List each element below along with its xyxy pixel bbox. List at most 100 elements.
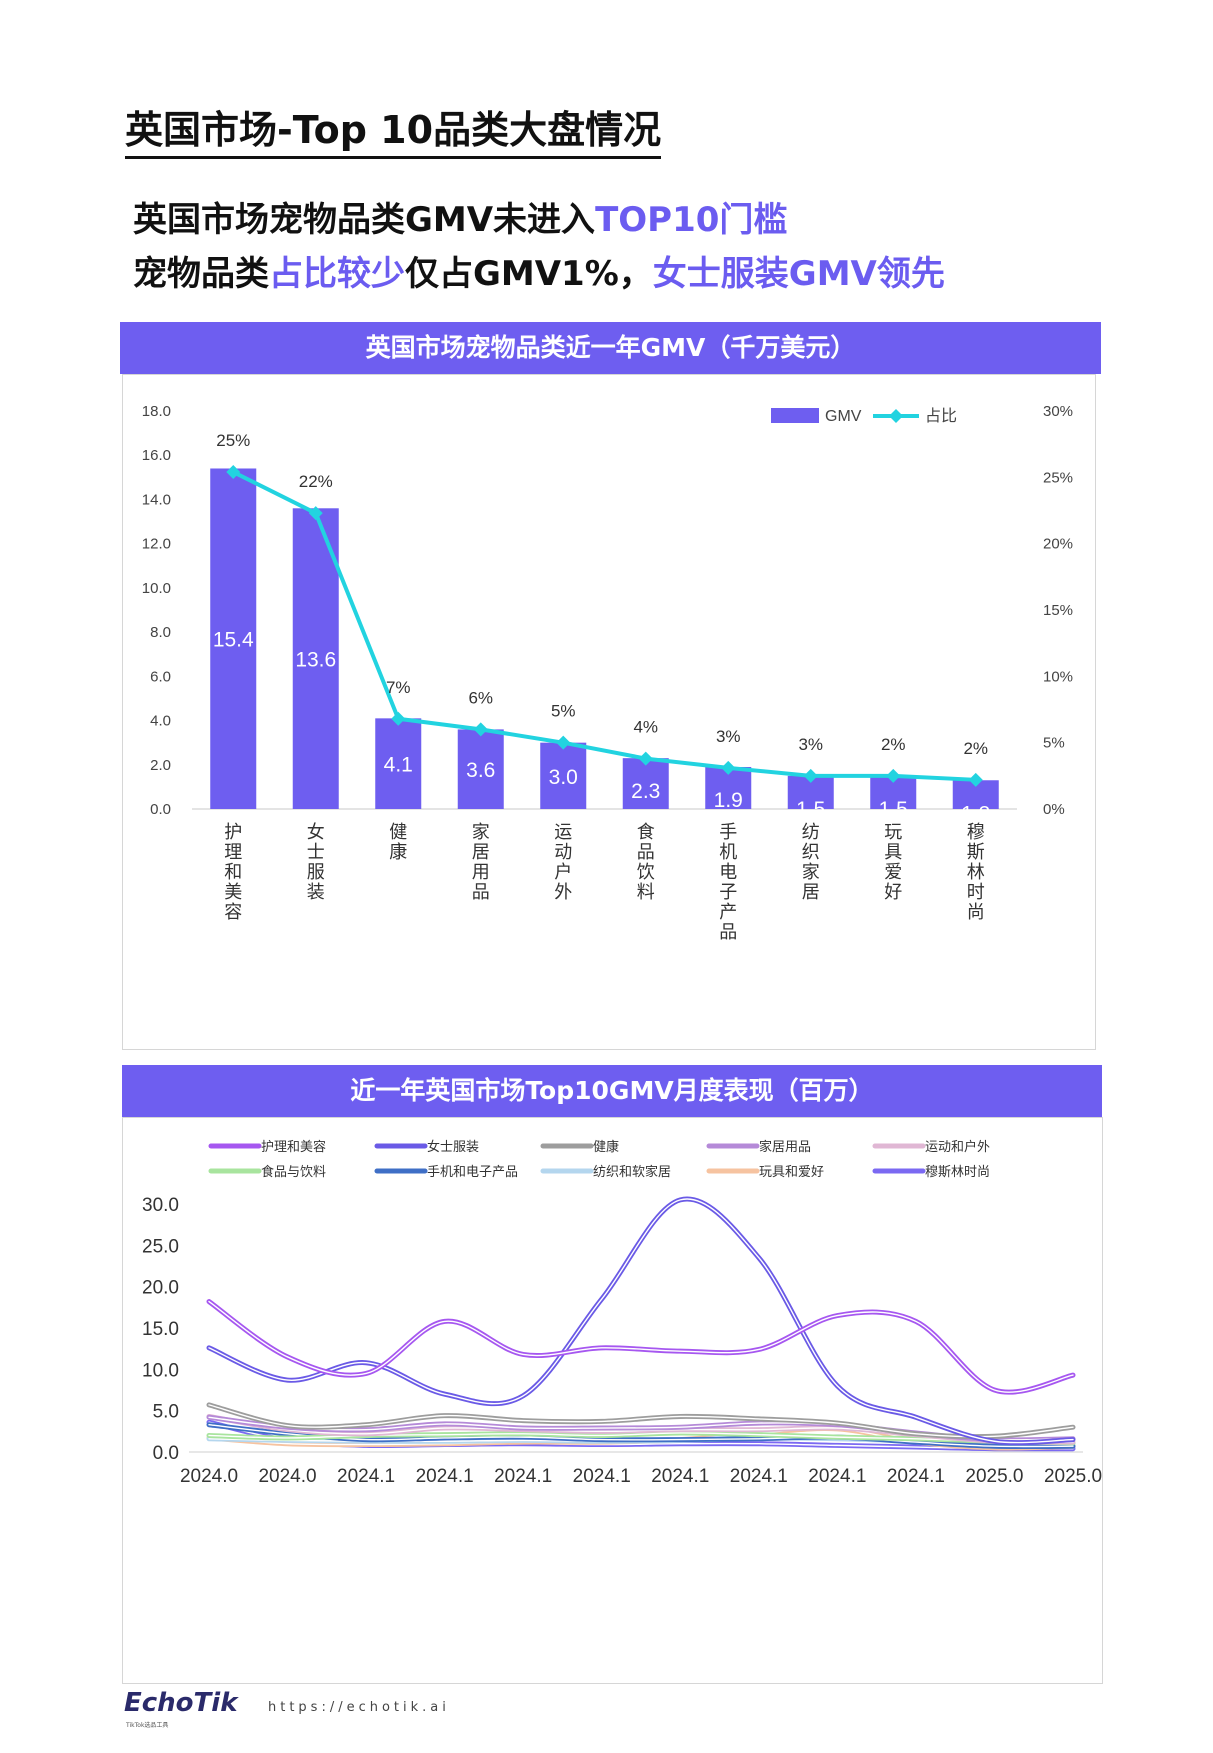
gmv-bar-label: 4.1 xyxy=(384,754,413,777)
y-axis-left-tick: 10.0 xyxy=(142,580,171,597)
legend-gmv-label: GMV xyxy=(825,408,862,425)
x-category-label: 用 xyxy=(472,862,490,882)
x-category-label: 居 xyxy=(802,882,820,902)
y-axis-left-tick: 2.0 xyxy=(150,757,171,774)
page-title: 英国市场-Top 10品类大盘情况 xyxy=(125,106,662,159)
x-category-label: 服 xyxy=(307,862,325,882)
x-axis-tick: 2024.1 xyxy=(651,1466,709,1487)
x-category-label: 具 xyxy=(884,842,902,862)
x-category-label: 运 xyxy=(554,822,572,842)
y-axis-left-tick: 0.0 xyxy=(150,801,171,818)
x-category-label: 手 xyxy=(719,822,737,842)
x-category-label: 穆 xyxy=(967,822,985,842)
x-axis-tick: 2024.1 xyxy=(337,1466,395,1487)
gmv-bar xyxy=(375,718,422,809)
share-point-label: 2% xyxy=(881,735,906,754)
y-axis-right-tick: 15% xyxy=(1043,602,1073,619)
x-category-label: 电 xyxy=(719,862,737,882)
y-axis-right-tick: 30% xyxy=(1043,403,1073,420)
gmv-bar xyxy=(210,468,257,809)
share-point-label: 6% xyxy=(468,688,493,707)
legend-label: 玩具和爱好 xyxy=(759,1164,824,1179)
x-axis-tick: 2024.0 xyxy=(258,1466,316,1487)
y-axis-tick: 25.0 xyxy=(142,1236,179,1257)
x-category-label: 织 xyxy=(802,842,820,862)
x-category-label: 产 xyxy=(719,902,737,922)
series-line-highlight xyxy=(208,1404,1074,1438)
gmv-bar xyxy=(622,758,669,809)
y-axis-right-tick: 0% xyxy=(1043,801,1065,818)
share-point xyxy=(226,465,241,480)
share-point-label: 7% xyxy=(386,678,411,697)
y-axis-left-tick: 16.0 xyxy=(142,447,171,464)
share-point-label: 25% xyxy=(216,431,250,450)
gmv-bar-label: 2.3 xyxy=(631,780,660,803)
x-category-label: 料 xyxy=(637,882,655,902)
x-category-label: 户 xyxy=(554,862,572,882)
x-category-label: 尚 xyxy=(967,902,985,922)
headline-line-2: 宠物品类占比较少仅占GMV1%，女士服装GMV领先 xyxy=(133,252,945,296)
x-category-label: 品 xyxy=(719,922,737,942)
series-line xyxy=(206,1196,1076,1446)
y-axis-right-tick: 10% xyxy=(1043,668,1073,685)
x-category-label: 健 xyxy=(389,822,407,842)
y-axis-tick: 5.0 xyxy=(153,1402,179,1423)
footer-url[interactable]: https://echotik.ai xyxy=(268,1700,450,1715)
x-category-label: 装 xyxy=(307,882,325,902)
line-chart-title: 近一年英国市场Top10GMV月度表现（百万） xyxy=(122,1065,1102,1117)
gmv-bar-label: 15.4 xyxy=(213,629,254,652)
bar-chart-title: 英国市场宠物品类近一年GMV（千万美元） xyxy=(120,322,1101,374)
share-line xyxy=(232,470,976,782)
share-point xyxy=(638,751,653,766)
y-axis-left-tick: 12.0 xyxy=(142,536,171,553)
x-axis-tick: 2024.1 xyxy=(494,1466,552,1487)
x-category-label: 品 xyxy=(472,882,490,902)
y-axis-left-tick: 8.0 xyxy=(150,624,171,641)
x-category-label: 玩 xyxy=(884,822,902,842)
legend-label: 运动和户外 xyxy=(925,1139,990,1154)
x-category-label: 家 xyxy=(802,862,820,882)
x-category-label: 纺 xyxy=(802,822,820,842)
headline-text: 仅占GMV1%， xyxy=(405,254,653,294)
y-axis-tick: 20.0 xyxy=(142,1278,179,1299)
gmv-bar-label: 1.3 xyxy=(961,802,990,825)
x-category-label: 士 xyxy=(307,842,325,862)
series-line xyxy=(206,1299,1076,1395)
x-category-label: 护 xyxy=(224,822,242,842)
x-category-label: 动 xyxy=(554,842,572,862)
share-point-label: 2% xyxy=(963,739,988,758)
share-point xyxy=(886,768,901,783)
y-axis-left-tick: 14.0 xyxy=(142,491,171,508)
x-category-label: 居 xyxy=(472,842,490,862)
share-point xyxy=(968,772,983,787)
share-point xyxy=(391,711,406,726)
y-axis-right-tick: 20% xyxy=(1043,536,1073,553)
share-point-label: 4% xyxy=(633,718,658,737)
legend-label: 穆斯林时尚 xyxy=(925,1164,990,1179)
x-axis-tick: 2024.1 xyxy=(730,1466,788,1487)
x-category-label: 子 xyxy=(719,882,737,902)
line-chart-panel: 0.0 5.0 10.0 15.0 20.0 25.0 30.0 2024.0 2024.0 20… xyxy=(122,1117,1103,1684)
legend-share-marker xyxy=(889,409,903,423)
y-axis-tick: 15.0 xyxy=(142,1319,179,1340)
share-point-label: 3% xyxy=(716,727,741,746)
gmv-bar-label: 1.9 xyxy=(714,789,743,812)
series-line-highlight xyxy=(208,1300,1074,1393)
headline-highlight: 占比较少 xyxy=(269,254,405,294)
logo-tagline: TikTok选品工具 xyxy=(126,1722,169,1729)
x-axis-tick: 2025.0 xyxy=(965,1466,1023,1487)
x-axis-tick: 2024.1 xyxy=(416,1466,474,1487)
legend-share-label: 占比 xyxy=(925,407,957,425)
legend-label: 食品与饮料 xyxy=(261,1164,326,1179)
echotik-logo: EchoTik xyxy=(124,1688,238,1718)
x-category-label: 美 xyxy=(224,882,242,902)
x-category-label: 好 xyxy=(884,882,902,902)
legend-label: 纺织和软家居 xyxy=(593,1164,671,1179)
x-category-label: 时 xyxy=(967,882,985,902)
gmv-bar-chart: 0.0 2.0 4.0 6.0 8.0 10.0 12.0 14.0 16.0 18.0 0% 5% 1… xyxy=(142,403,1073,942)
legend-gmv-swatch xyxy=(771,408,819,423)
x-category-label: 外 xyxy=(554,882,572,902)
y-axis-tick: 30.0 xyxy=(142,1195,179,1216)
headline-line-1: 英国市场宠物品类GMV未进入TOP10门槛 xyxy=(133,198,787,242)
x-axis-tick: 2025.0 xyxy=(1044,1466,1102,1487)
